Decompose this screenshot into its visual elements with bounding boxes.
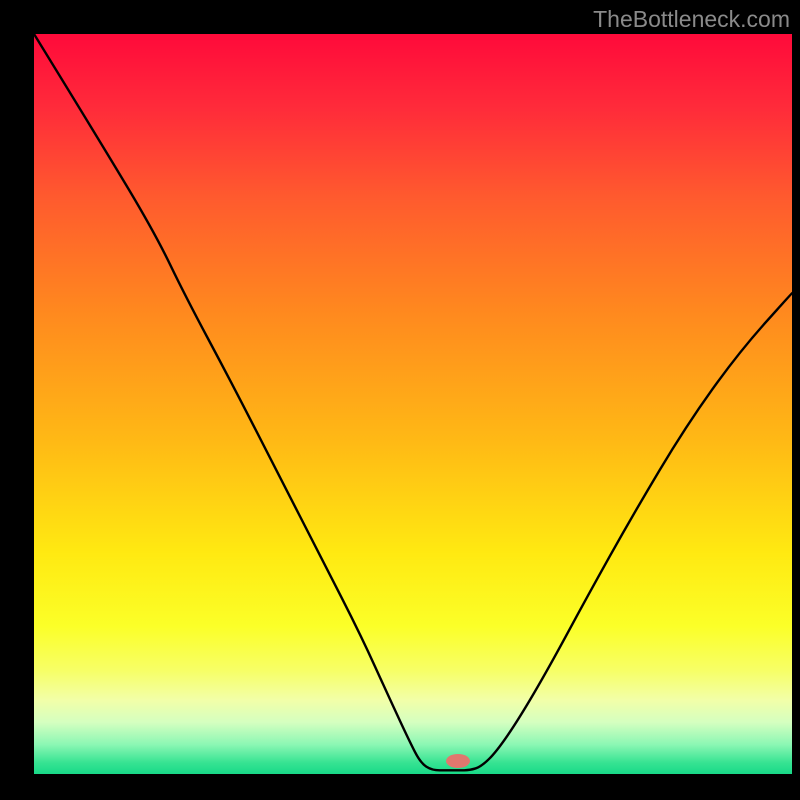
plot-area bbox=[34, 34, 792, 774]
watermark-text: TheBottleneck.com bbox=[593, 6, 790, 33]
curve-path bbox=[34, 34, 792, 770]
optimal-point-marker bbox=[446, 754, 470, 768]
chart-frame: TheBottleneck.com bbox=[0, 0, 800, 800]
bottleneck-curve bbox=[34, 34, 792, 774]
